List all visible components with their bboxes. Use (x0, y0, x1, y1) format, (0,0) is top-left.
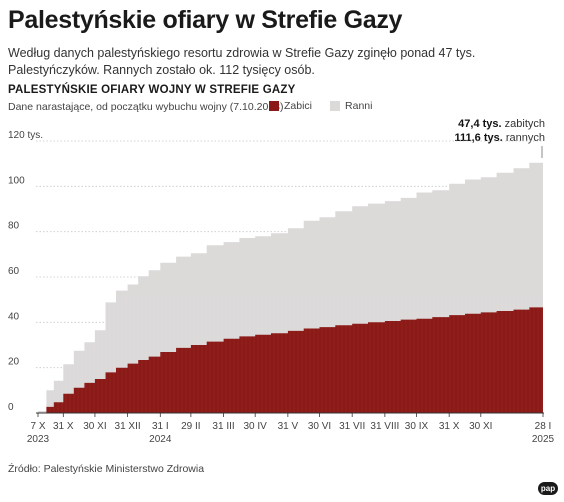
x-tick-label-6: 31 III (212, 421, 234, 432)
y-tick-label-60: 60 (8, 266, 20, 277)
x-tick-year-0: 2023 (27, 434, 50, 445)
x-tick-label-13: 31 X (439, 421, 460, 432)
legend-swatch-wounded (330, 101, 341, 111)
x-tick-label-0: 7 X (30, 421, 45, 432)
x-tick-label-9: 30 VI (308, 421, 331, 432)
x-tick-label-4: 31 I (152, 421, 169, 432)
y-tick-label-80: 80 (8, 221, 20, 232)
chart-legend: Zabici Ranni (269, 100, 390, 112)
x-tick-label-8: 31 V (278, 421, 299, 432)
legend-label-killed: Zabici (284, 100, 313, 112)
y-tick-label-100: 100 (8, 175, 25, 186)
annotation-killed-value: 47,4 tys. (458, 118, 502, 130)
y-tick-label-120: 120 tys. (8, 130, 43, 141)
y-tick-label-20: 20 (8, 357, 20, 368)
annotation-killed-label: zabitych (504, 118, 545, 130)
pap-logo: pap (538, 482, 558, 495)
x-tick-label-1: 31 X (53, 421, 74, 432)
x-tick-label-14: 30 XI (469, 421, 492, 432)
x-tick-label-12: 30 IX (405, 421, 429, 432)
series-area-killed (38, 305, 543, 413)
legend-item-killed: Zabici (269, 100, 312, 112)
x-tick-label-5: 29 II (181, 421, 200, 432)
x-tick-label-7: 30 IV (244, 421, 268, 432)
source-note: Źródło: Palestyńskie Ministerstwo Zdrowi… (8, 463, 205, 475)
legend-item-wounded: Ranni (330, 100, 372, 112)
chart-subtitle: Dane narastające, od początku wybuchu wo… (8, 101, 284, 113)
x-tick-year-15: 2025 (532, 434, 555, 445)
legend-swatch-killed (269, 101, 279, 111)
page-title: Palestyńskie ofiary w Strefie Gazy (8, 6, 403, 34)
x-tick-label-10: 31 VII (339, 421, 365, 432)
chart-title: PALESTYŃSKIE OFIARY WOJNY W STREFIE GAZY (8, 84, 296, 96)
x-tick-label-15: 28 I (535, 421, 552, 432)
x-tick-year-4: 2024 (149, 434, 172, 445)
x-tick-label-2: 30 XI (83, 421, 106, 432)
legend-label-wounded: Ranni (345, 100, 373, 112)
lead-text: Według danych palestyńskiego resortu zdr… (8, 46, 476, 77)
y-tick-label-0: 0 (8, 402, 14, 413)
x-tick-label-11: 31 VIII (370, 421, 399, 432)
x-tick-label-3: 31 XII (115, 421, 141, 432)
y-tick-label-40: 40 (8, 311, 20, 322)
